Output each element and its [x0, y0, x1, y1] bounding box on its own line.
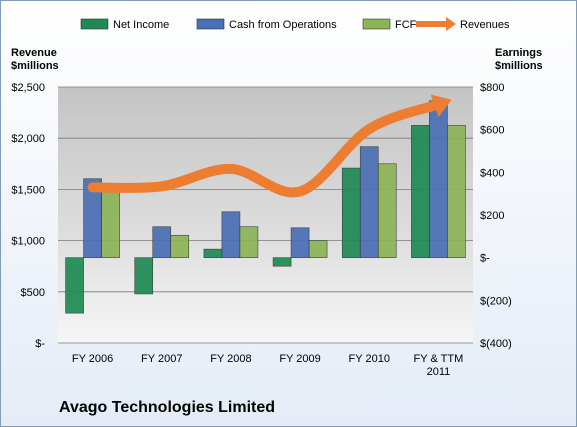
- bar: [359, 146, 379, 258]
- left-tick-label: $1,500: [11, 184, 45, 196]
- x-tick-label: FY 2010: [349, 353, 390, 365]
- bar: [239, 226, 259, 258]
- left-tick-label: $-: [35, 338, 45, 350]
- bar: [411, 125, 430, 258]
- left-axis-title: $millions: [11, 60, 59, 72]
- right-tick-label: $200: [480, 210, 504, 222]
- bar: [152, 226, 172, 258]
- right-tick-label: $600: [480, 125, 504, 137]
- x-tick-label: FY 2008: [210, 353, 251, 365]
- bar: [341, 167, 361, 258]
- left-tick-label: $500: [21, 287, 45, 299]
- legend: Net Income Cash from Operations FCF Revenue…: [80, 17, 510, 31]
- left-tick-label: $1,000: [11, 236, 45, 248]
- revenue-arrowhead: [430, 94, 452, 118]
- bar: [134, 257, 154, 295]
- legend-label: Net Income: [113, 19, 169, 31]
- company-name: Avago Technologies Limited: [59, 399, 276, 416]
- legend-label: FCF: [395, 19, 417, 31]
- legend-swatch: [362, 18, 391, 30]
- right-tick-label: $-: [480, 253, 490, 265]
- right-tick-label: $400: [480, 167, 504, 179]
- right-axis-title: $millions: [495, 60, 543, 72]
- revenue-line: [87, 99, 444, 198]
- legend-label: Revenues: [460, 19, 510, 31]
- bar: [308, 240, 328, 258]
- bar: [290, 227, 310, 258]
- x-tick-label: 2011: [427, 366, 451, 378]
- x-tick-label: FY 2006: [72, 353, 113, 365]
- revenue-line-group: [87, 94, 452, 198]
- legend-swatch: [196, 18, 225, 30]
- bar: [272, 257, 292, 267]
- right-tick-label: $(400): [480, 338, 512, 350]
- bar: [221, 211, 241, 258]
- legend-arrow-swatch: [446, 17, 456, 31]
- axis-labels: $- $500 $1,000 $1,500 $2,000 $2,500 $(400) $(20…: [11, 47, 543, 378]
- right-axis-title: Earnings: [495, 47, 542, 59]
- bar: [65, 257, 84, 314]
- right-tick-label: $(200): [480, 295, 512, 307]
- legend-swatch: [80, 18, 109, 30]
- left-tick-label: $2,500: [11, 82, 45, 94]
- left-tick-label: $2,000: [11, 133, 45, 145]
- bar: [101, 185, 120, 258]
- plot-area: [58, 87, 473, 343]
- legend-label: Cash from Operations: [229, 19, 337, 31]
- left-axis-title: Revenue: [11, 47, 57, 59]
- bar-group: [65, 100, 466, 314]
- bar: [377, 163, 397, 258]
- right-tick-label: $800: [480, 82, 504, 94]
- bar: [203, 248, 223, 258]
- x-tick-label: FY & TTM: [414, 353, 464, 365]
- bar: [429, 100, 448, 258]
- x-tick-label: FY 2007: [141, 353, 182, 365]
- bar: [447, 125, 466, 258]
- bar: [170, 234, 190, 258]
- x-tick-label: FY 2009: [279, 353, 320, 365]
